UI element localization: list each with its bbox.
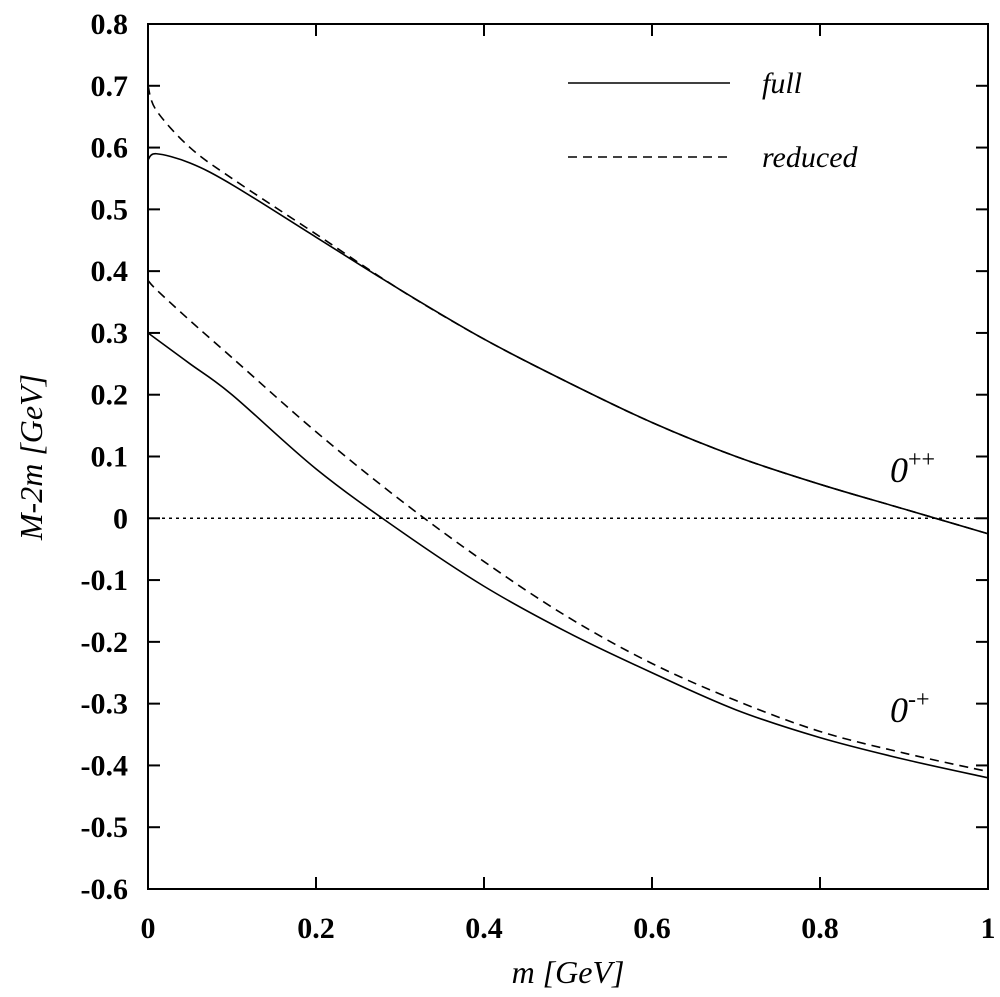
y-tick-label: 0.8 [91, 8, 129, 41]
y-tick-label: -0.6 [81, 873, 129, 906]
legend-label-reduced: reduced [762, 141, 859, 174]
y-tick-label: 0.3 [91, 317, 129, 350]
x-tick-label: 1 [981, 912, 996, 945]
legend: full reduced [568, 67, 859, 174]
x-tick-label: 0.4 [465, 912, 503, 945]
ticks [147, 23, 989, 890]
y-tick-label: 0.1 [91, 441, 129, 474]
x-tick-label: 0 [141, 912, 156, 945]
series-line-0mp-full [147, 332, 989, 779]
legend-label-full: full [762, 67, 802, 100]
series-line-0pp-reduced [147, 85, 989, 535]
y-tick-label: 0.6 [91, 132, 129, 165]
y-tick-label: 0 [113, 502, 128, 535]
y-tick-label: 0.2 [91, 379, 129, 412]
x-tick-label: 0.8 [801, 912, 839, 945]
y-tick-label: 0.4 [91, 255, 129, 288]
y-tick-label: -0.1 [81, 564, 129, 597]
y-tick-label: -0.3 [81, 688, 129, 721]
x-tick-label: 0.6 [633, 912, 671, 945]
y-tick-label: -0.4 [81, 749, 129, 782]
y-axis-label: M-2m [GeV] [13, 374, 49, 541]
plot-lines [147, 85, 989, 779]
y-tick-label: -0.2 [81, 626, 129, 659]
series-line-0mp-reduced [147, 279, 989, 773]
plot-frame [147, 23, 989, 890]
y-tick-label: 0.5 [91, 193, 129, 226]
series-line-0pp-full [147, 152, 989, 535]
annotation-0mp: 0-+ [890, 687, 930, 730]
y-tick-label: -0.5 [81, 811, 129, 844]
y-tick-label: 0.7 [91, 70, 129, 103]
x-axis-label: m [GeV] [512, 954, 625, 990]
tick-labels: 0 0.2 0.4 0.6 0.8 1 -0.6 -0.5 -0.4 -0.3 -0.2 -0.1 0 0… [81, 8, 996, 945]
x-tick-label: 0.2 [297, 912, 335, 945]
annotation-0pp: 0++ [890, 447, 935, 490]
